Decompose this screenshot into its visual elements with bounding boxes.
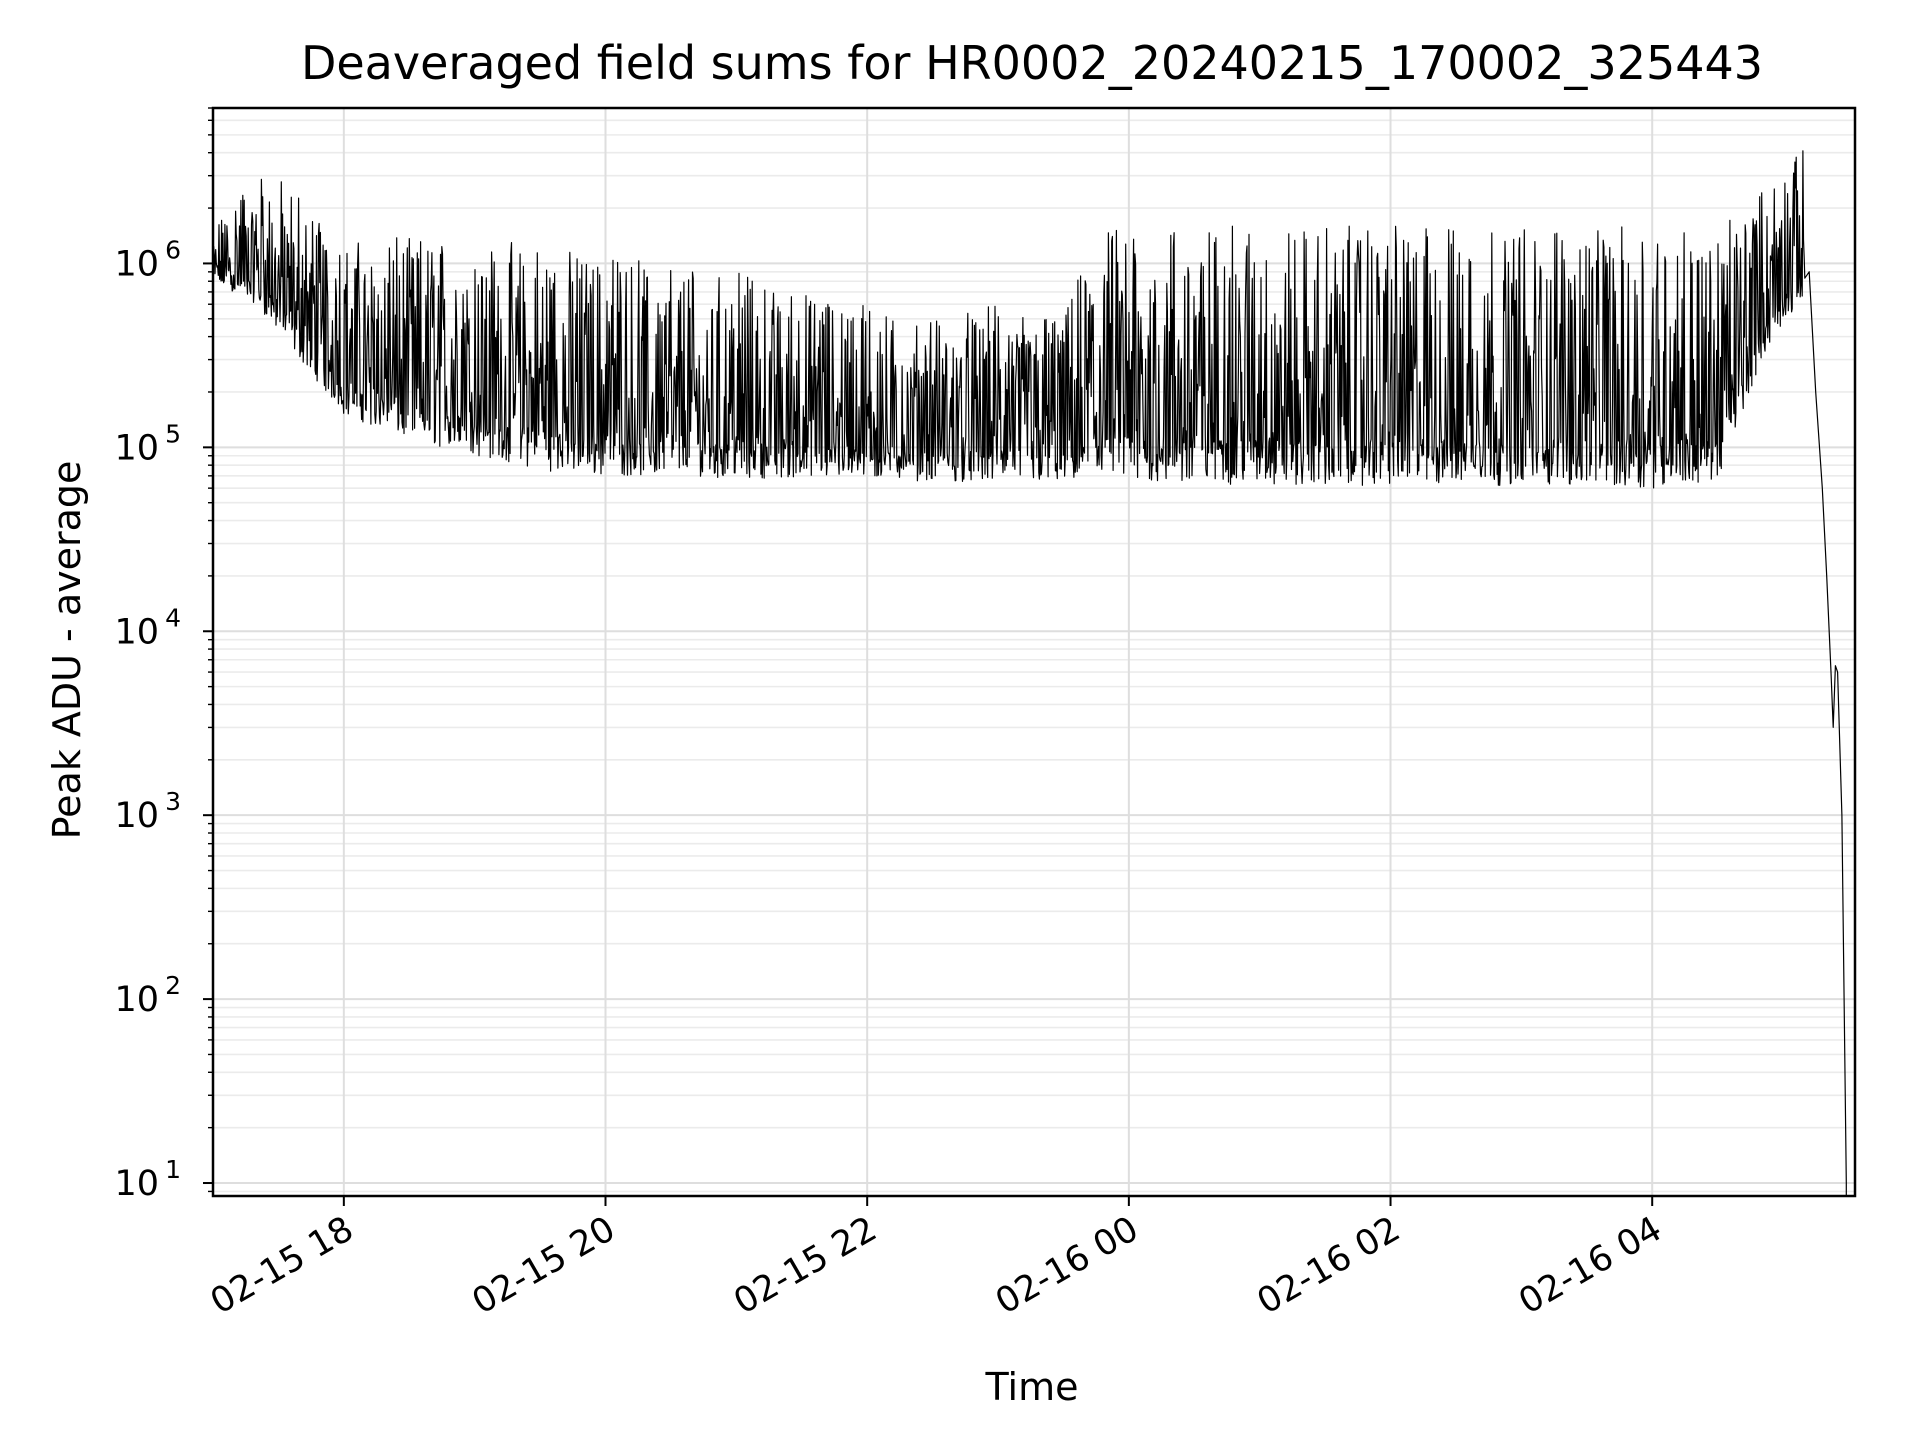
major-gridlines [213, 108, 1855, 1196]
y-tick-label: 10 [114, 428, 159, 468]
y-tick-label: 10 [114, 980, 159, 1020]
y-tick-exponent: 6 [165, 235, 181, 264]
y-tick-exponent: 4 [165, 603, 181, 632]
plot-area-frame [211, 106, 1857, 1198]
y-axis-label: Peak ADU - average [45, 461, 89, 840]
y-tick-exponent: 3 [165, 787, 181, 816]
y-tick-label: 10 [114, 796, 159, 836]
y-tick-exponent: 5 [165, 419, 181, 448]
series-line [212, 150, 1847, 1196]
y-tick-label: 10 [114, 1164, 159, 1204]
chart-title: Deaveraged field sums for HR0002_2024021… [301, 36, 1763, 90]
y-tick-exponent: 1 [165, 1155, 181, 1184]
series-layer [212, 150, 1847, 1196]
y-tick-exponent: 2 [165, 971, 181, 1000]
y-tick-label: 10 [114, 612, 159, 652]
minor-gridlines [213, 107, 1855, 1193]
x-axis-label: Time [985, 1365, 1079, 1409]
y-tick-label: 10 [114, 244, 159, 284]
